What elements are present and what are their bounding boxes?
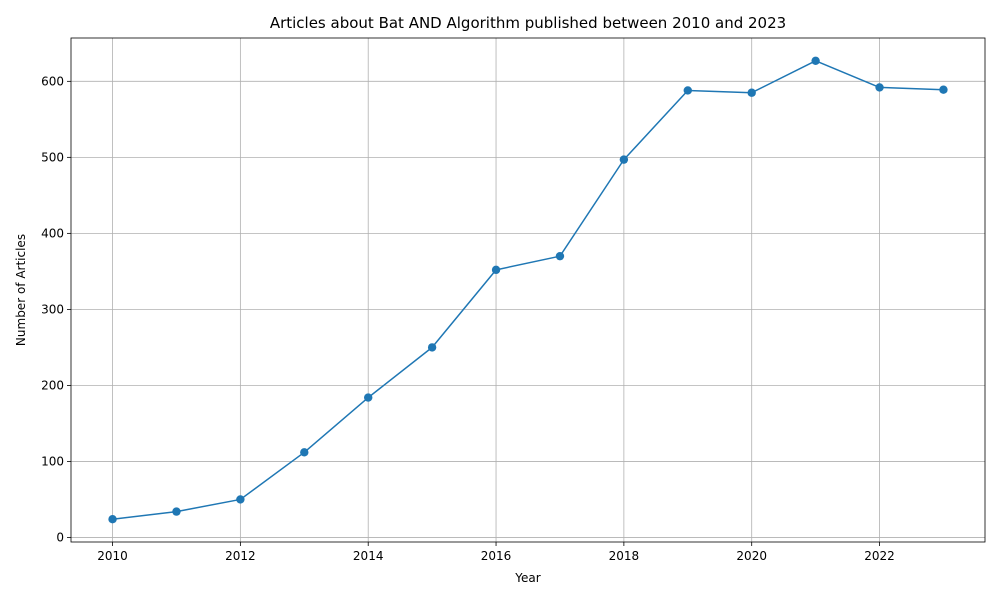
data-point — [236, 495, 245, 504]
data-point — [939, 85, 948, 94]
data-point — [364, 393, 373, 402]
x-axis-label: Year — [514, 571, 540, 585]
axes-frame — [70, 37, 986, 543]
data-point — [747, 88, 756, 97]
data-point — [555, 251, 565, 261]
grid — [71, 38, 985, 542]
y-tick-label: 200 — [41, 378, 64, 392]
y-axis: 0 100 200 300 400 500 600 — [41, 74, 71, 544]
y-tick-label: 100 — [41, 454, 64, 468]
series-layer — [108, 56, 948, 524]
y-axis-label: Number of Articles — [14, 234, 28, 346]
data-point — [108, 514, 117, 524]
series-line — [112, 60, 944, 520]
data-point — [683, 86, 692, 95]
x-axis: 2010 2012 2014 2016 2018 2020 2022 — [97, 542, 895, 563]
x-tick-label: 2022 — [864, 549, 895, 563]
x-tick-label: 2012 — [225, 549, 256, 563]
x-tick-label: 2018 — [609, 549, 640, 563]
y-tick-label: 300 — [41, 302, 64, 316]
data-point — [300, 448, 309, 457]
y-tick-label: 400 — [41, 226, 64, 240]
data-point — [491, 265, 501, 275]
data-point — [427, 343, 437, 352]
x-tick-label: 2010 — [97, 549, 128, 563]
y-tick-label: 500 — [41, 150, 64, 164]
chart-title: Articles about Bat AND Algorithm publish… — [270, 14, 786, 32]
y-tick-label: 0 — [56, 530, 64, 544]
x-tick-label: 2020 — [736, 549, 767, 563]
x-tick-label: 2014 — [353, 549, 384, 563]
data-point — [811, 56, 820, 66]
data-point — [619, 155, 629, 164]
y-tick-label: 600 — [41, 74, 64, 88]
data-point — [875, 83, 884, 92]
x-tick-label: 2016 — [481, 549, 512, 563]
data-point — [172, 507, 181, 516]
